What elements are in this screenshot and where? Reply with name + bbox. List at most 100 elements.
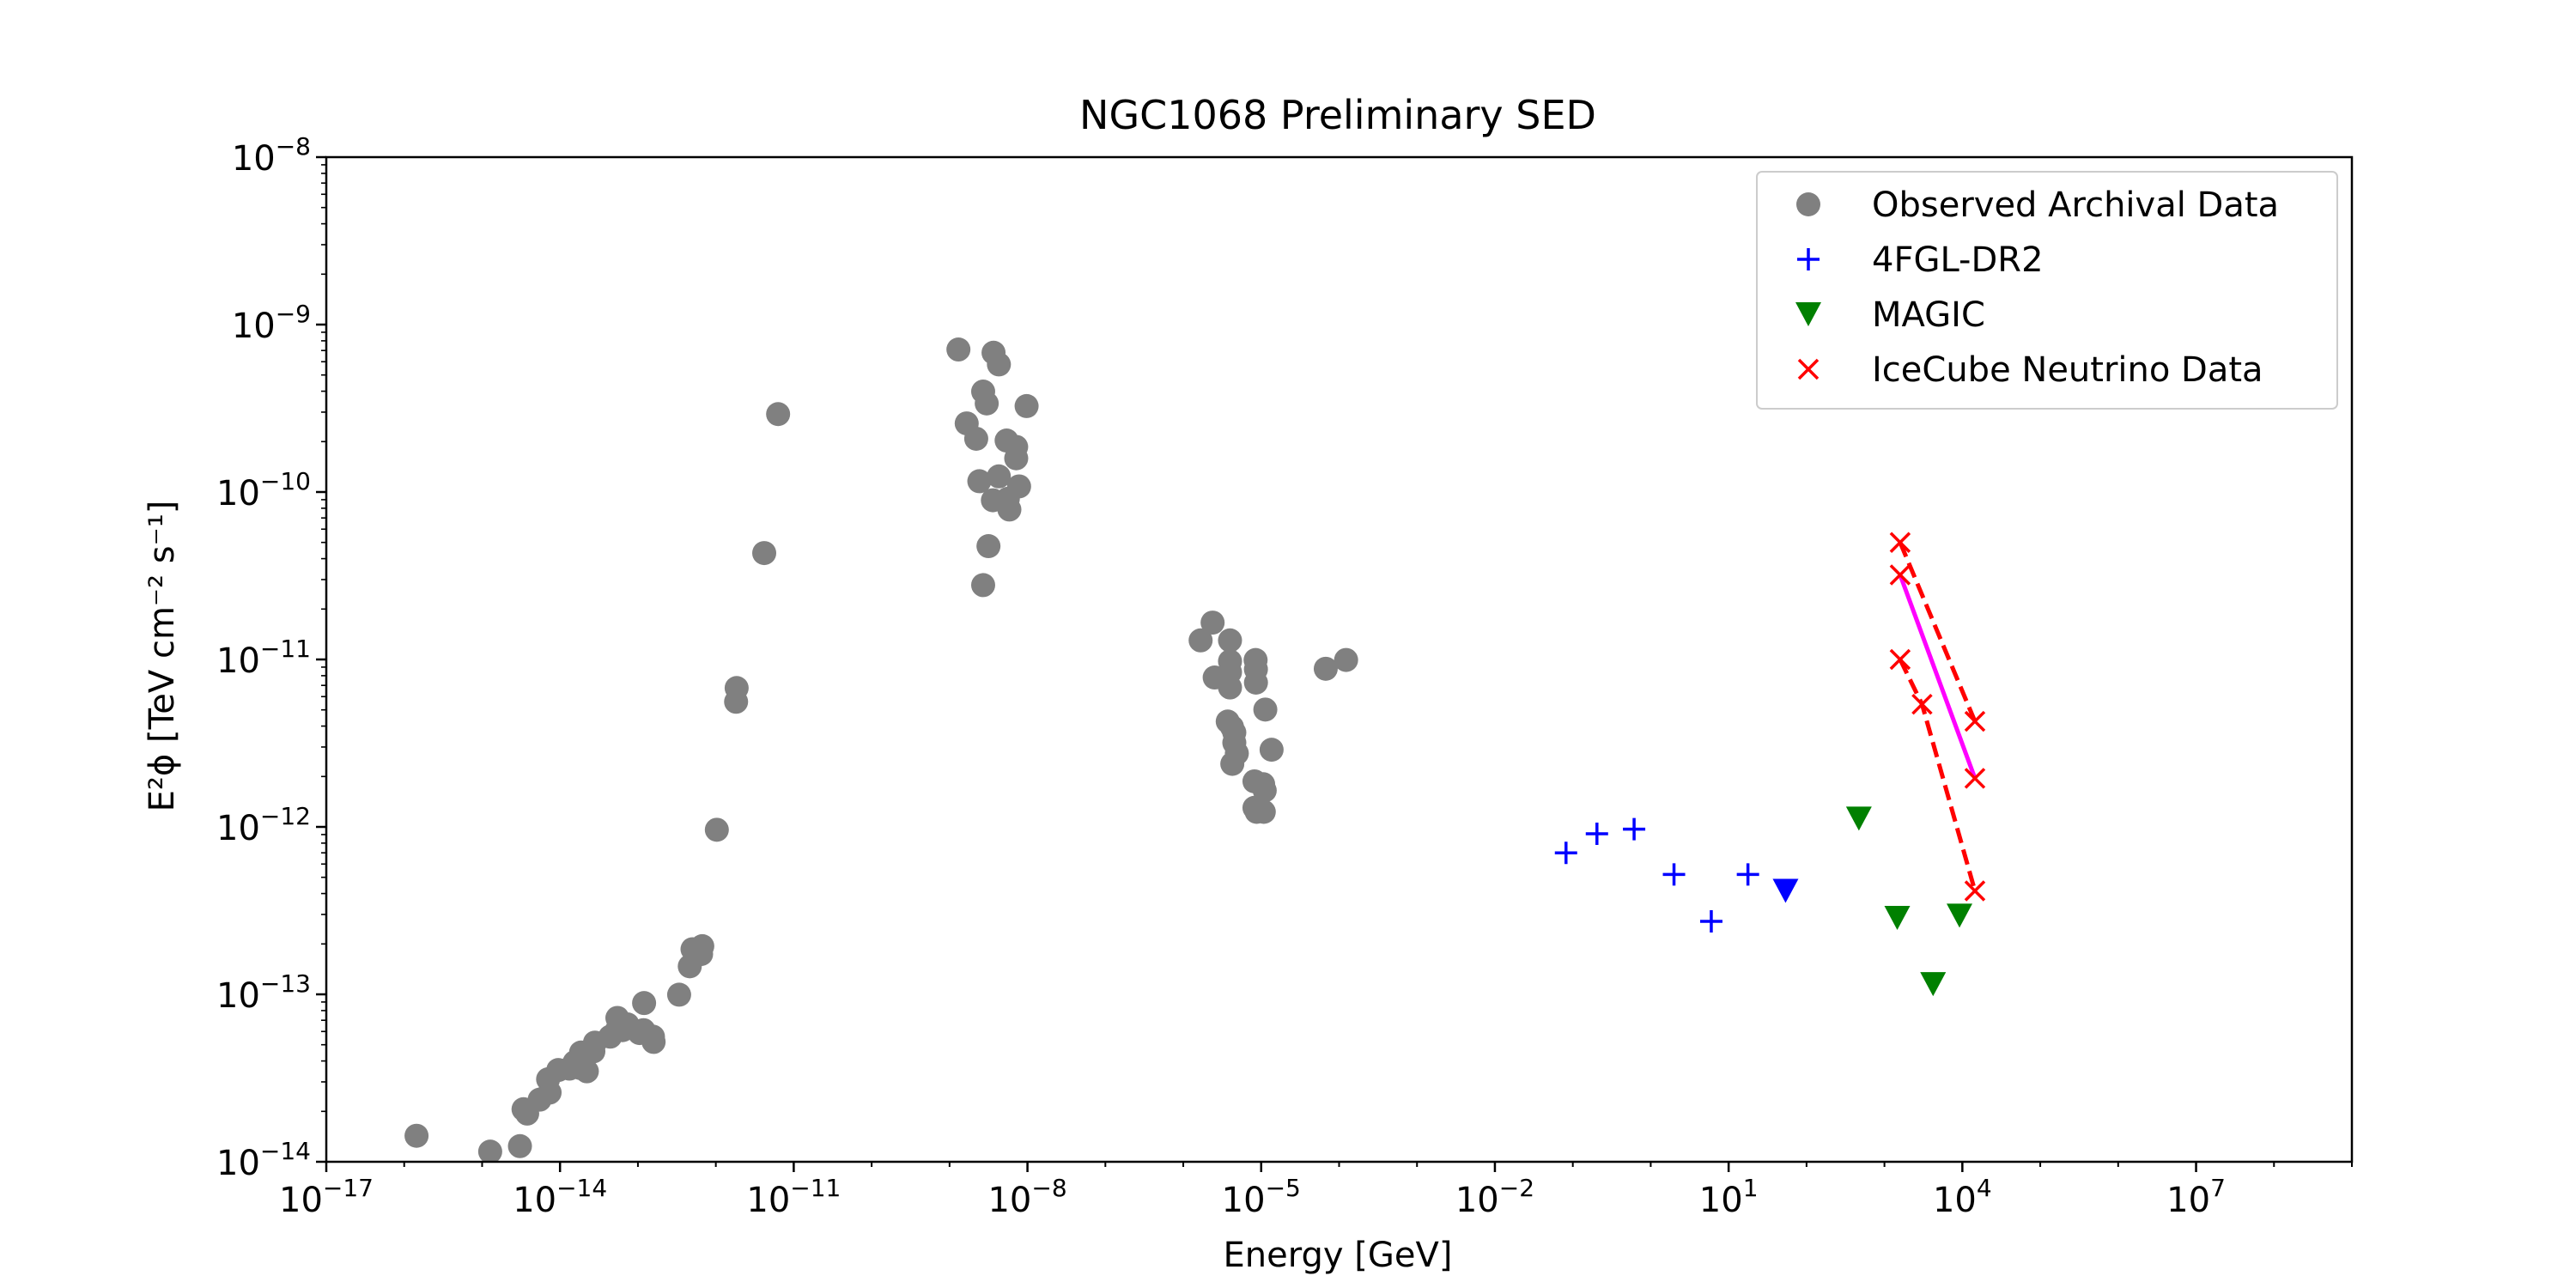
data-point [1220,751,1245,776]
data-point [1736,863,1759,886]
legend: Observed Archival Data 4FGL-DR2 MAGIC IceCu… [1756,171,2338,410]
tick-label-base: 10 [216,976,260,1016]
data-point [690,933,714,958]
series-4 [1889,532,1986,902]
data-point [1964,880,1986,902]
tick-label-base: 10 [1222,1181,1266,1220]
data-point [1699,909,1722,933]
legend-item: Observed Archival Data [1796,185,2279,225]
x-axis-label: Energy [GeV] [1224,1236,1453,1275]
tick-label-base: 10 [987,1181,1031,1220]
data-point [581,1039,606,1064]
legend-marker [1795,302,1821,326]
x-tick-label: 101 [1699,1174,1759,1220]
data-point [963,426,988,451]
data-point [1218,628,1242,653]
legend-box [1756,171,2338,410]
y-tick-label: 10−11 [216,635,311,681]
series-2 [1772,878,1799,903]
series-3 [1845,806,1973,997]
tick-label-exponent: −2 [1499,1174,1534,1202]
data-point [1014,393,1039,418]
data-point [1845,806,1872,831]
data-point [1252,778,1277,803]
data-point [987,352,1012,377]
x-tick-label: 10−17 [279,1174,374,1220]
data-point [632,991,657,1016]
tick-label-base: 10 [746,1181,790,1220]
data-point [1889,648,1911,671]
tick-label-exponent: −13 [260,969,311,998]
data-point [1662,863,1686,886]
data-point [1889,532,1911,553]
data-point [766,402,791,427]
data-point [987,464,1012,489]
y-axis-label: E²ϕ [TeV cm⁻² s⁻¹] [143,501,182,812]
y-tick-label: 10−10 [216,467,311,513]
y-tick-label: 10−14 [216,1137,311,1183]
tick-label-exponent: −14 [556,1174,607,1202]
data-point [704,817,729,842]
data-point [967,469,992,494]
data-point [975,391,999,416]
tick-label-base: 10 [1933,1181,1977,1220]
legend-label: 4FGL-DR2 [1872,240,2044,280]
tick-label-base: 10 [232,139,276,179]
data-point [477,1139,502,1162]
plot-area [404,337,1986,1162]
tick-label-base: 10 [216,809,260,848]
series-1 [1554,817,1759,933]
x-tick-label: 104 [1933,1174,1992,1220]
tick-label-base: 10 [216,641,260,681]
y-tick-label: 10−8 [232,132,311,179]
data-point [1964,710,1986,732]
tick-label-base: 10 [216,1144,260,1183]
tick-label-exponent: −14 [260,1137,311,1165]
legend-label: Observed Archival Data [1872,185,2279,225]
legend-marker [1796,192,1820,216]
data-point [1004,446,1029,471]
data-point [1920,972,1947,997]
data-point [641,1030,666,1054]
chart-title: NGC1068 Preliminary SED [1079,92,1596,138]
tick-label-base: 10 [216,474,260,513]
x-tick-label: 10−2 [1455,1174,1534,1220]
axes: 10−17 10−14 10−11 10−8 10−5 10−2 101 104 10710−1… [216,132,2354,1220]
tick-label-exponent: −12 [260,802,311,830]
data-point [1623,817,1646,841]
data-point [1889,564,1911,586]
x-tick-label: 10−8 [987,1174,1066,1220]
x-tick-label: 10−11 [746,1174,841,1220]
y-tick-label: 10−12 [216,802,311,848]
data-point [1313,656,1338,681]
data-point [724,676,749,701]
series-0 [404,337,1358,1162]
data-point [1334,647,1358,672]
tick-label-exponent: −5 [1266,1174,1301,1202]
tick-label-base: 10 [232,307,276,346]
tick-label-base: 10 [513,1181,556,1220]
tick-label-exponent: 4 [1977,1174,1992,1202]
legend-item: MAGIC [1795,295,1985,335]
data-point [1006,474,1031,499]
tick-label-base: 10 [279,1181,323,1220]
y-tick-label: 10−13 [216,969,311,1016]
tick-label-exponent: −11 [790,1174,841,1202]
data-point [1251,799,1276,824]
data-point [1188,628,1213,653]
legend-marker [1797,358,1820,380]
data-point [507,1133,532,1158]
data-point [1947,903,1973,928]
legend-marker [1797,248,1820,270]
data-point [752,541,777,566]
data-point [1911,693,1933,715]
legend-label: IceCube Neutrino Data [1872,350,2263,390]
tick-label-exponent: −8 [1031,1174,1066,1202]
tick-label-exponent: −10 [260,467,311,495]
x-tick-label: 107 [2166,1174,2226,1220]
data-point [946,337,971,362]
legend-item: IceCube Neutrino Data [1797,350,2263,390]
tick-label-exponent: −11 [260,635,311,663]
data-point [404,1123,429,1148]
data-point [1243,671,1268,696]
